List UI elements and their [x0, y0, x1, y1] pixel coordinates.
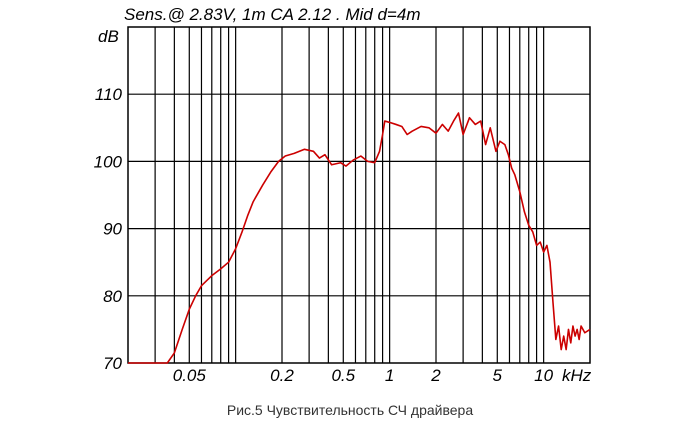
x-axis-unit: kHz [562, 366, 592, 385]
chart-title: Sens.@ 2.83V, 1m CA 2.12 . Mid d=4m [124, 5, 420, 24]
x-tick-label: 10 [534, 366, 553, 385]
plot-border [127, 26, 591, 364]
response-line [128, 112, 591, 364]
y-tick-label: 90 [103, 220, 122, 239]
y-tick-label: 110 [95, 85, 123, 104]
axis-labels: Sens.@ 2.83V, 1m CA 2.12 . Mid d=4m dB k… [94, 5, 592, 385]
plot-frame [127, 26, 591, 364]
grid [128, 27, 590, 363]
y-tick-label: 70 [103, 354, 122, 373]
chart-svg: Sens.@ 2.83V, 1m CA 2.12 . Mid d=4m dB k… [94, 5, 592, 385]
x-tick-label: 0.5 [331, 366, 355, 385]
figure-caption: Рис.5 Чувствительность СЧ драйвера [226, 402, 474, 418]
x-tick-label: 0.05 [173, 366, 207, 385]
y-axis-label: dB [98, 27, 119, 46]
y-tick-label: 80 [103, 287, 122, 306]
x-tick-label: 0.2 [270, 366, 294, 385]
x-tick-label: 5 [493, 366, 503, 385]
response-curve [128, 112, 591, 364]
x-tick-label: 2 [430, 366, 441, 385]
y-tick-label: 100 [94, 152, 123, 171]
x-tick-label: 1 [385, 366, 394, 385]
